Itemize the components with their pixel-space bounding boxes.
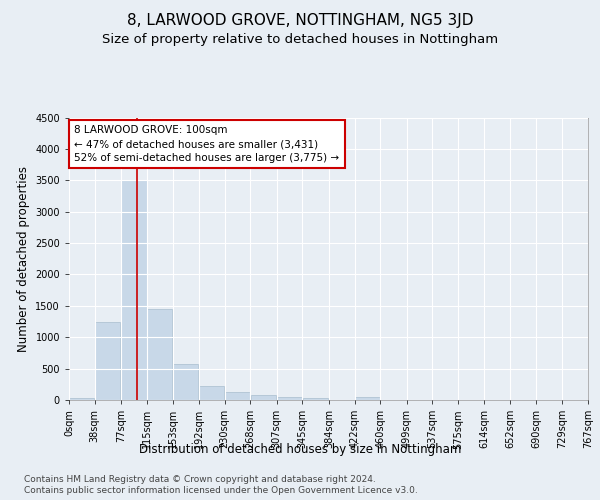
Text: Distribution of detached houses by size in Nottingham: Distribution of detached houses by size … bbox=[139, 442, 461, 456]
Bar bbox=[199, 386, 224, 400]
Text: 8 LARWOOD GROVE: 100sqm
← 47% of detached houses are smaller (3,431)
52% of semi: 8 LARWOOD GROVE: 100sqm ← 47% of detache… bbox=[74, 125, 340, 163]
Bar bbox=[147, 309, 172, 400]
Text: Contains public sector information licensed under the Open Government Licence v3: Contains public sector information licen… bbox=[24, 486, 418, 495]
Bar bbox=[69, 398, 94, 400]
Bar bbox=[225, 392, 250, 400]
Bar bbox=[95, 322, 120, 400]
Bar bbox=[173, 364, 198, 400]
Bar bbox=[277, 396, 302, 400]
Bar bbox=[121, 180, 146, 400]
Y-axis label: Number of detached properties: Number of detached properties bbox=[17, 166, 29, 352]
Bar bbox=[251, 395, 276, 400]
Text: Size of property relative to detached houses in Nottingham: Size of property relative to detached ho… bbox=[102, 32, 498, 46]
Bar bbox=[303, 398, 328, 400]
Text: Contains HM Land Registry data © Crown copyright and database right 2024.: Contains HM Land Registry data © Crown c… bbox=[24, 475, 376, 484]
Text: 8, LARWOOD GROVE, NOTTINGHAM, NG5 3JD: 8, LARWOOD GROVE, NOTTINGHAM, NG5 3JD bbox=[127, 12, 473, 28]
Bar bbox=[355, 398, 380, 400]
